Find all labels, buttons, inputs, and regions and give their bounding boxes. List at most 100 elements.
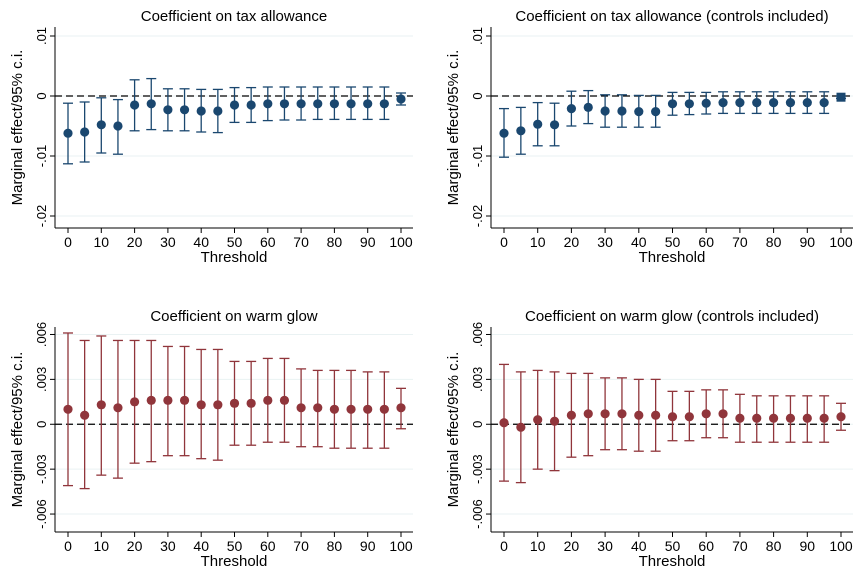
point-marker xyxy=(229,398,240,408)
point-marker xyxy=(313,403,323,413)
x-tick-label: 100 xyxy=(829,234,853,250)
y-axis-title: Marginal effect/95% c.i. xyxy=(9,50,26,206)
y-tick-label: 0 xyxy=(34,421,49,428)
point-marker xyxy=(634,410,644,420)
point-marker xyxy=(80,127,90,137)
y-tick-label: .01 xyxy=(34,27,49,45)
point-marker xyxy=(363,99,373,109)
y-tick-label: -.006 xyxy=(470,499,485,529)
y-tick-label: .006 xyxy=(470,322,485,347)
point-marker xyxy=(819,98,829,108)
point-marker xyxy=(819,413,829,423)
point-marker xyxy=(246,100,256,110)
y-tick-label: .003 xyxy=(470,367,485,392)
point-marker xyxy=(363,404,373,414)
x-tick-label: 0 xyxy=(64,538,72,554)
point-marker xyxy=(146,99,156,109)
x-tick-label: 100 xyxy=(389,538,413,554)
point-marker xyxy=(229,100,240,110)
x-tick-label: 70 xyxy=(293,234,309,250)
point-marker xyxy=(533,415,543,425)
point-marker xyxy=(396,403,406,413)
x-tick-label: 0 xyxy=(500,538,508,554)
point-marker xyxy=(651,107,661,117)
point-marker xyxy=(130,100,140,110)
x-tick-label: 100 xyxy=(389,234,413,250)
point-marker xyxy=(684,412,694,422)
point-marker xyxy=(735,98,745,108)
x-tick-label: 20 xyxy=(564,538,580,554)
point-marker xyxy=(566,410,577,420)
chart-panel-4: Coefficient on warm glow (controls inclu… xyxy=(445,308,853,569)
x-axis-title: Threshold xyxy=(639,249,706,266)
point-marker xyxy=(113,403,123,413)
y-tick-label: -.02 xyxy=(470,205,485,227)
x-axis-title: Threshold xyxy=(201,249,268,266)
x-tick-label: 70 xyxy=(732,234,748,250)
point-marker xyxy=(179,105,190,115)
x-tick-label: 50 xyxy=(227,538,243,554)
x-tick-label: 0 xyxy=(64,234,72,250)
point-marker xyxy=(516,126,526,136)
point-marker xyxy=(163,105,173,115)
y-tick-label: 0 xyxy=(34,92,49,99)
x-tick-label: 60 xyxy=(698,234,714,250)
chart-title: Coefficient on tax allowance xyxy=(141,8,328,25)
chart-title: Coefficient on tax allowance (controls i… xyxy=(515,8,828,25)
x-tick-label: 90 xyxy=(360,234,376,250)
y-tick-label: -.01 xyxy=(470,145,485,167)
x-tick-label: 80 xyxy=(327,234,343,250)
y-tick-label: -.003 xyxy=(470,454,485,484)
y-axis-title: Marginal effect/95% c.i. xyxy=(445,352,462,508)
point-marker xyxy=(600,409,610,419)
point-marker xyxy=(583,102,593,112)
x-tick-label: 80 xyxy=(766,538,782,554)
point-marker xyxy=(96,120,106,130)
x-tick-label: 30 xyxy=(597,234,613,250)
point-marker xyxy=(329,404,339,414)
point-marker xyxy=(802,413,812,423)
x-tick-label: 30 xyxy=(160,234,176,250)
x-tick-label: 60 xyxy=(260,538,276,554)
point-marker xyxy=(701,98,711,108)
chart-title: Coefficient on warm glow xyxy=(150,308,317,325)
point-marker xyxy=(566,104,577,114)
point-marker xyxy=(179,395,190,405)
point-marker xyxy=(130,397,140,407)
y-tick-label: -.006 xyxy=(34,499,49,529)
point-marker xyxy=(213,106,223,116)
y-tick-label: .003 xyxy=(34,367,49,392)
point-marker xyxy=(533,119,543,129)
point-marker xyxy=(196,106,206,116)
point-marker xyxy=(80,410,90,420)
point-marker xyxy=(836,92,846,102)
point-marker xyxy=(329,99,339,109)
point-marker xyxy=(379,99,389,109)
point-marker xyxy=(263,395,273,405)
point-marker xyxy=(752,413,762,423)
x-tick-label: 70 xyxy=(293,538,309,554)
point-marker xyxy=(718,409,728,419)
y-tick-label: 0 xyxy=(470,421,485,428)
x-tick-label: 10 xyxy=(530,234,546,250)
x-tick-label: 60 xyxy=(698,538,714,554)
point-marker xyxy=(785,413,796,423)
point-marker xyxy=(296,99,306,109)
point-marker xyxy=(163,395,173,405)
y-tick-label: -.003 xyxy=(34,454,49,484)
y-axis-title: Marginal effect/95% c.i. xyxy=(445,50,462,206)
point-marker xyxy=(785,98,796,108)
x-tick-label: 50 xyxy=(665,234,681,250)
x-tick-label: 70 xyxy=(732,538,748,554)
x-tick-label: 10 xyxy=(94,234,110,250)
point-marker xyxy=(196,400,206,410)
point-marker xyxy=(63,404,73,414)
chart-panel-1: Coefficient on tax allowance -.02 -.01 0 .01… xyxy=(9,8,413,266)
x-tick-label: 30 xyxy=(160,538,176,554)
x-axis-title: Threshold xyxy=(639,553,706,569)
point-marker xyxy=(634,107,644,117)
point-marker xyxy=(96,400,106,410)
point-marker xyxy=(769,413,779,423)
x-tick-label: 80 xyxy=(766,234,782,250)
x-tick-label: 20 xyxy=(127,234,143,250)
